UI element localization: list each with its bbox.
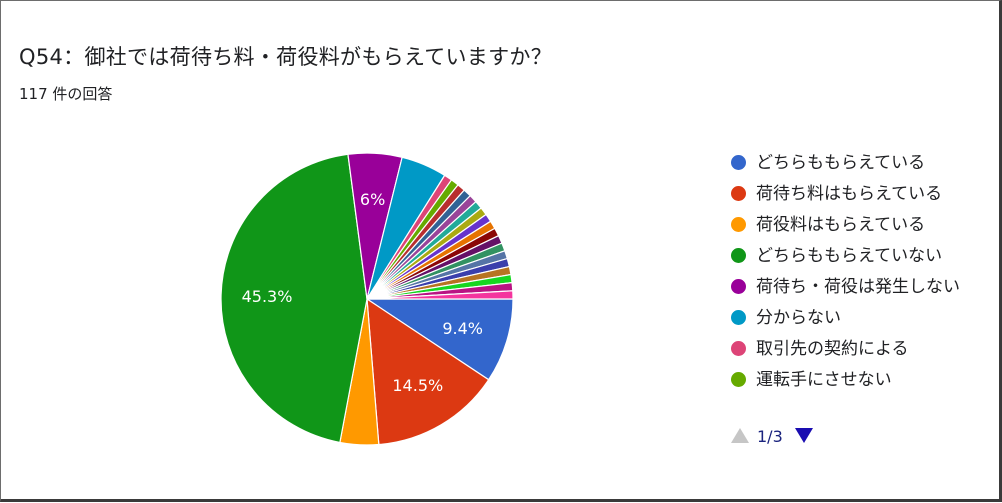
legend-label: 荷待ち料はもらえている (756, 184, 943, 204)
pie-slice-label: 14.5% (392, 376, 443, 395)
triangle-up-icon[interactable] (731, 428, 749, 443)
legend-swatch (731, 310, 746, 325)
legend-swatch (731, 217, 746, 232)
legend-item[interactable]: どちらももらえている (731, 151, 925, 175)
pie-slice[interactable] (366, 290, 514, 300)
legend-swatch (731, 372, 746, 387)
pager-text: 1/3 (757, 427, 783, 446)
legend-item[interactable]: 運転手にさせない (731, 368, 892, 392)
pie-slice-label: 6% (360, 190, 385, 209)
pie-slice[interactable] (220, 153, 368, 444)
legend-swatch (731, 279, 746, 294)
legend-label: 分からない (756, 308, 841, 328)
pie-slice-label: 9.4% (442, 319, 483, 338)
legend-swatch (731, 155, 746, 170)
pie-slice-label: 45.3% (242, 287, 293, 306)
legend-pager: 1/3 (731, 426, 813, 448)
legend-item[interactable]: 荷待ち料はもらえている (731, 182, 942, 206)
legend-item[interactable]: 荷役料はもらえている (731, 213, 925, 237)
legend-label: どちらももらえている (756, 153, 926, 173)
legend-item[interactable]: 取引先の契約による (731, 337, 909, 361)
legend-label: どちらももらえていない (756, 246, 943, 266)
legend-label: 運転手にさせない (756, 370, 892, 390)
legend-item[interactable]: 荷待ち・荷役は発生しない (731, 275, 960, 299)
legend-item[interactable]: どちらももらえていない (731, 244, 942, 268)
triangle-down-icon[interactable] (794, 428, 813, 443)
pie-slice[interactable] (365, 298, 514, 381)
legend-label: 荷役料はもらえている (756, 215, 926, 235)
pie-slice[interactable] (366, 297, 490, 446)
legend-swatch (731, 341, 746, 356)
response-count: 117 件の回答 (19, 85, 113, 103)
legend-label: 荷待ち・荷役は発生しない (756, 277, 960, 297)
legend-swatch (731, 248, 746, 263)
legend-item[interactable]: 分からない (731, 306, 841, 330)
legend-label: 取引先の契約による (756, 339, 909, 359)
legend-swatch (731, 186, 746, 201)
question-title: Q54：御社では荷待ち料・荷役料がもらえていますか？ (19, 45, 552, 69)
